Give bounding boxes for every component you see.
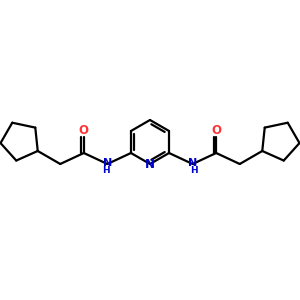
Text: N: N <box>103 158 112 168</box>
Text: N: N <box>188 158 197 168</box>
Text: O: O <box>79 124 89 137</box>
Text: H: H <box>190 167 197 176</box>
Text: O: O <box>211 124 221 137</box>
Text: H: H <box>103 167 110 176</box>
Text: N: N <box>145 158 155 170</box>
